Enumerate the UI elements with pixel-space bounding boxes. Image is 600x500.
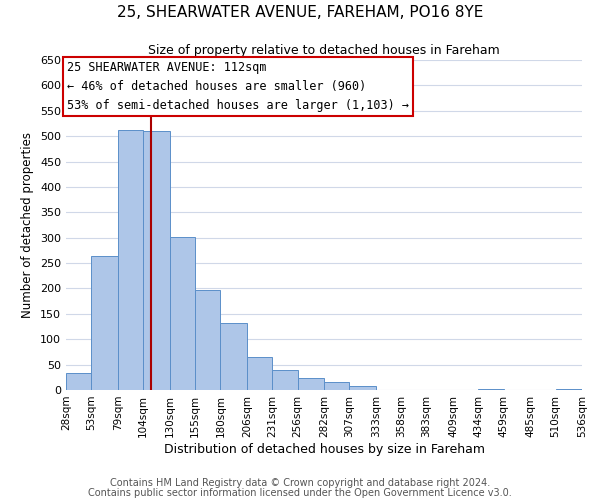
Bar (324, 382, 349, 390)
Text: Contains public sector information licensed under the Open Government Licence v3: Contains public sector information licen… (88, 488, 512, 498)
Bar (91, 256, 118, 390)
Bar (170, 236, 195, 390)
Bar (247, 357, 272, 390)
Bar (143, 131, 170, 390)
Title: Size of property relative to detached houses in Fareham: Size of property relative to detached ho… (148, 44, 500, 58)
X-axis label: Distribution of detached houses by size in Fareham: Distribution of detached houses by size … (163, 442, 485, 456)
Bar (66, 373, 91, 390)
Bar (556, 389, 582, 390)
Bar (195, 290, 220, 390)
Text: 25, SHEARWATER AVENUE, FAREHAM, PO16 8YE: 25, SHEARWATER AVENUE, FAREHAM, PO16 8YE (117, 5, 483, 20)
Y-axis label: Number of detached properties: Number of detached properties (22, 132, 34, 318)
Bar (298, 378, 324, 390)
Bar (349, 386, 376, 390)
Text: Contains HM Land Registry data © Crown copyright and database right 2024.: Contains HM Land Registry data © Crown c… (110, 478, 490, 488)
Text: 25 SHEARWATER AVENUE: 112sqm
← 46% of detached houses are smaller (960)
53% of s: 25 SHEARWATER AVENUE: 112sqm ← 46% of de… (67, 61, 409, 112)
Bar (272, 370, 298, 390)
Bar (478, 389, 504, 390)
Bar (220, 324, 247, 390)
Bar (118, 130, 143, 390)
